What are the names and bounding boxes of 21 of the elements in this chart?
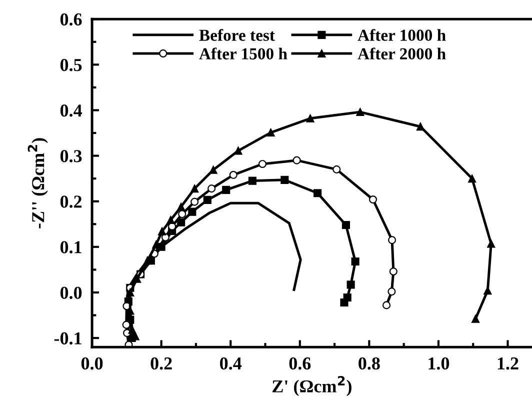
x-tick-label: 1.0 [428, 357, 450, 370]
y-tick-label: 0.3 [60, 150, 82, 162]
x-tick-label: 0.0 [81, 357, 103, 370]
legend-label: After 1500 h [199, 48, 288, 60]
legend-label: After 2000 h [358, 48, 446, 60]
x-tick-label: 0.4 [220, 357, 242, 370]
legend-label: Before test [199, 29, 275, 41]
x-axis-title: Z' (Ωcm$^{2}$) [272, 376, 352, 396]
y-tick-label: 0.2 [60, 196, 82, 208]
x-tick-label: 0.2 [150, 357, 172, 370]
y-tick-label: -0.1 [54, 332, 82, 345]
y-tick-label: 0.1 [60, 241, 82, 254]
x-tick-label: 0.8 [358, 357, 380, 370]
legend-label: After 1000 h [358, 29, 446, 41]
y-tick-label: 0.5 [60, 58, 82, 72]
x-tick-label: 1.2 [498, 357, 518, 370]
y-axis-title: -Z'' (Ωcm$^{2}$) [28, 138, 48, 228]
y-tick-label: 0.6 [60, 13, 82, 26]
y-tick-label: 0.0 [60, 286, 82, 299]
x-tick-label: 0.6 [289, 357, 311, 370]
y-tick-label: 0.4 [60, 104, 82, 117]
